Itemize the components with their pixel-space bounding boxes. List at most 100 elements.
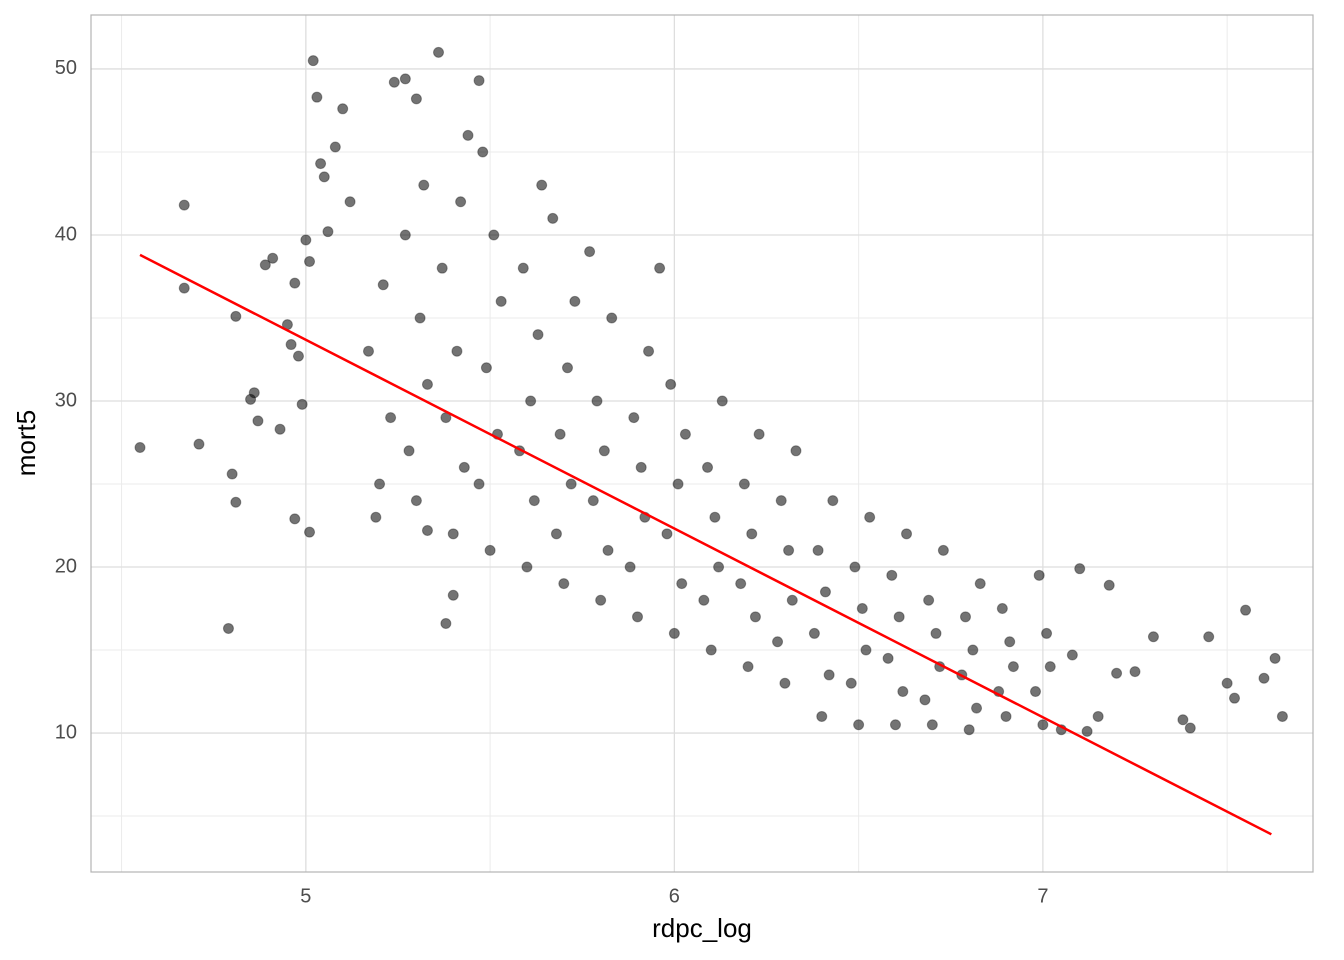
point (709, 511, 721, 523)
point (477, 146, 489, 158)
point (433, 46, 445, 58)
x-tick-label: 7 (1037, 885, 1048, 907)
point (307, 55, 319, 67)
x-tick-label: 5 (300, 885, 311, 907)
point (561, 362, 573, 374)
point (779, 677, 791, 689)
point (1007, 661, 1019, 673)
point (315, 158, 327, 170)
point (421, 524, 433, 536)
point (1081, 725, 1093, 737)
point (134, 441, 146, 453)
point (550, 528, 562, 540)
point (421, 378, 433, 390)
point (775, 495, 787, 507)
point (1269, 652, 1281, 664)
point (1092, 710, 1104, 722)
point (525, 395, 537, 407)
point (901, 528, 913, 540)
point (455, 196, 467, 208)
y-tick-label: 30 (55, 389, 77, 411)
point (738, 478, 750, 490)
point (289, 277, 301, 289)
point (410, 93, 422, 105)
point (1129, 666, 1141, 678)
point (304, 256, 316, 268)
point (856, 603, 868, 615)
point (569, 295, 581, 307)
point (587, 495, 599, 507)
point (418, 179, 430, 191)
point (304, 526, 316, 538)
point (337, 103, 349, 115)
point (259, 259, 271, 271)
point (385, 412, 397, 424)
point (399, 73, 411, 85)
point (643, 345, 655, 357)
point (1177, 714, 1189, 726)
point (823, 669, 835, 681)
point (827, 495, 839, 507)
point (248, 387, 260, 399)
point (274, 423, 286, 435)
point (329, 141, 341, 153)
point (749, 611, 761, 623)
point (1184, 722, 1196, 734)
point (606, 312, 618, 324)
point (377, 279, 389, 291)
point (1000, 710, 1012, 722)
point (473, 478, 485, 490)
point (1258, 672, 1270, 684)
point (222, 622, 234, 634)
point (812, 544, 824, 556)
point (665, 378, 677, 390)
point (860, 644, 872, 656)
point (635, 461, 647, 473)
point (362, 345, 374, 357)
point (923, 594, 935, 606)
point (919, 694, 931, 706)
point (558, 578, 570, 590)
point (1037, 719, 1049, 731)
point (440, 617, 452, 629)
point (1103, 579, 1115, 591)
point (1066, 649, 1078, 661)
point (230, 310, 242, 322)
point (790, 445, 802, 457)
point (403, 445, 415, 457)
point (1030, 686, 1042, 698)
point (849, 561, 861, 573)
grid (91, 15, 1313, 872)
point (565, 478, 577, 490)
point (399, 229, 411, 241)
y-tick-label: 50 (55, 57, 77, 79)
point (713, 561, 725, 573)
point (1041, 627, 1053, 639)
point (473, 75, 485, 87)
point (886, 569, 898, 581)
point (344, 196, 356, 208)
point (967, 644, 979, 656)
point (193, 438, 205, 450)
point (178, 199, 190, 211)
point (322, 226, 334, 238)
point (676, 578, 688, 590)
point (1111, 667, 1123, 679)
point (447, 589, 459, 601)
point (547, 212, 559, 224)
panel-border (90, 14, 1314, 873)
point (772, 636, 784, 648)
point (300, 234, 312, 246)
point (882, 652, 894, 664)
point (296, 398, 308, 410)
point (1221, 677, 1233, 689)
point (672, 478, 684, 490)
point (602, 544, 614, 556)
point (628, 412, 640, 424)
point (889, 719, 901, 731)
point (819, 586, 831, 598)
point (521, 561, 533, 573)
point (786, 594, 798, 606)
point (996, 603, 1008, 615)
